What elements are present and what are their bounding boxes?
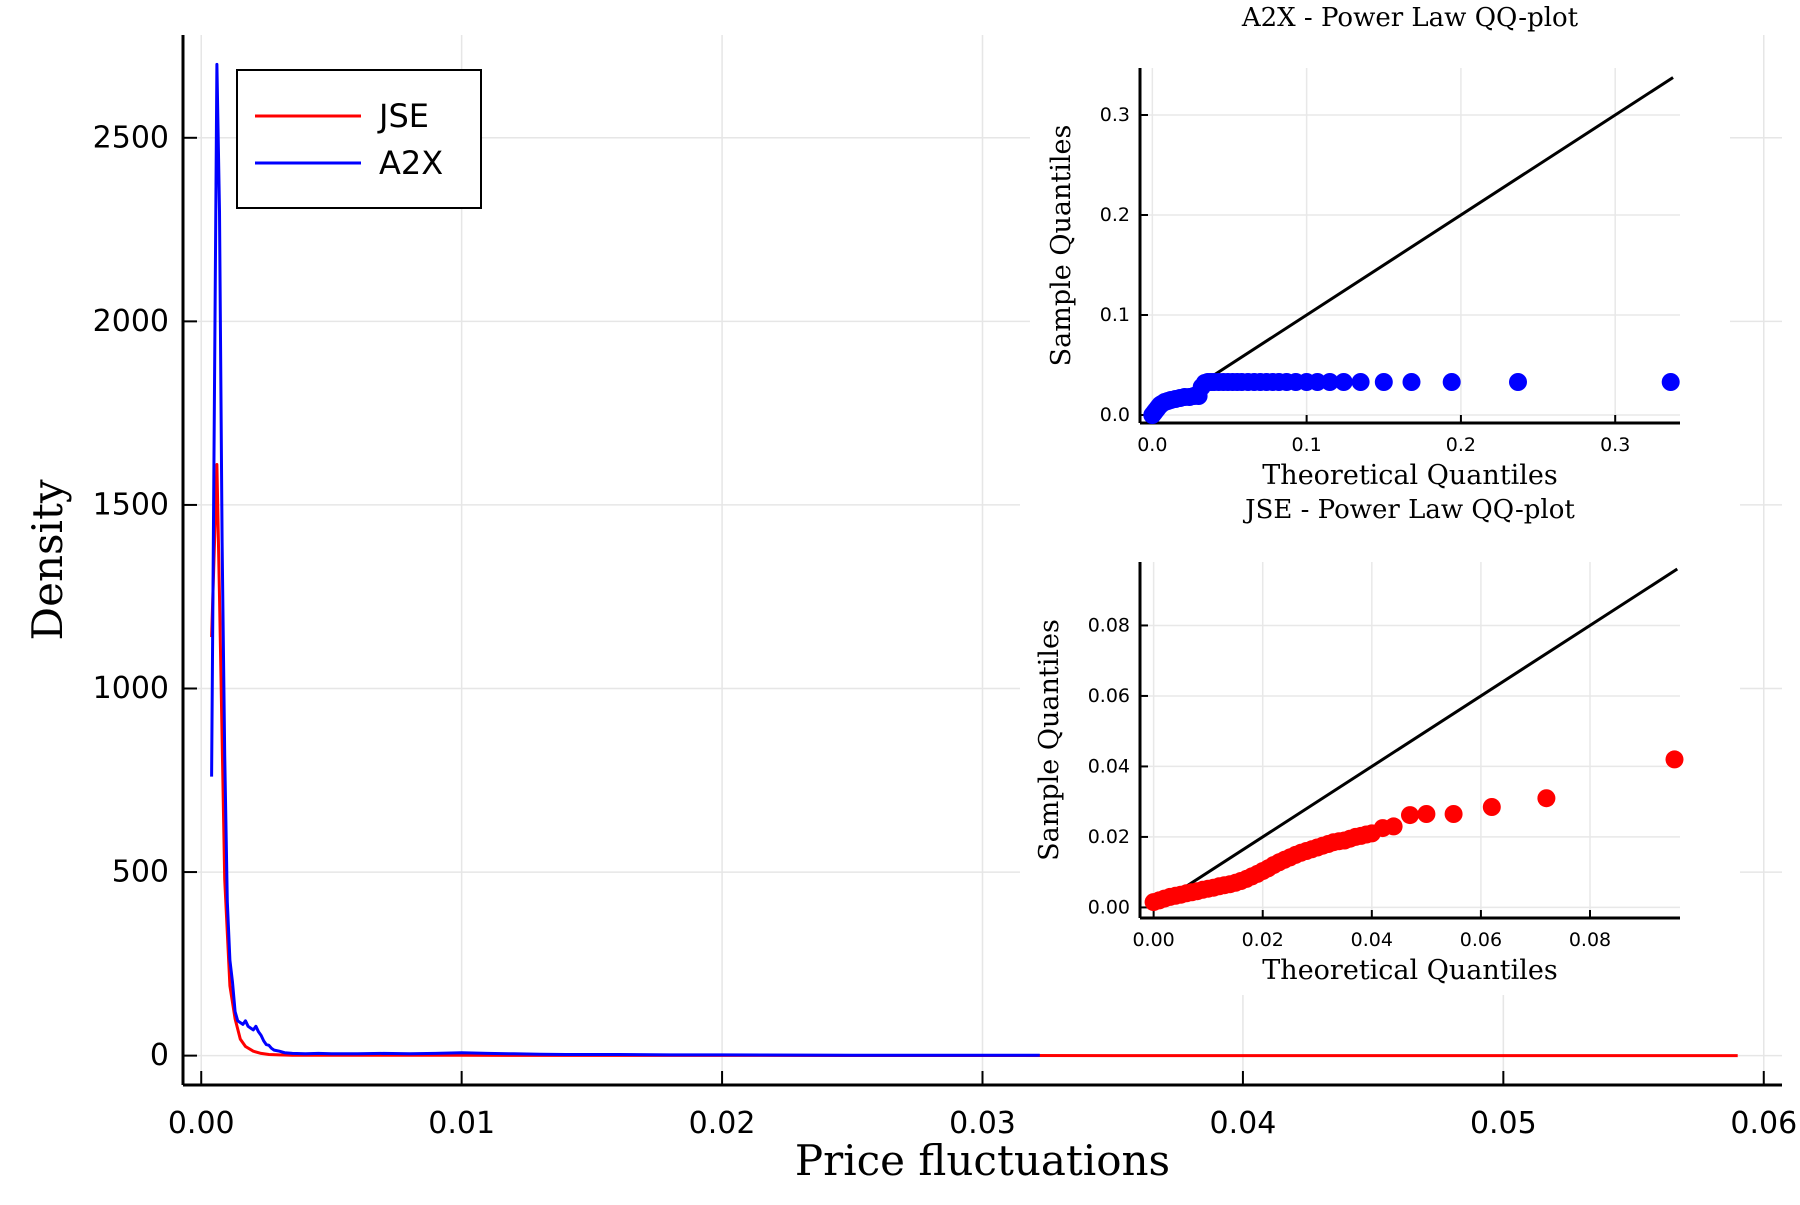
inset-jse-ticks: 0.00 0.02 0.04 0.06 0.08 0.00 0.02 0.04 0.06 0.08 xyxy=(1088,614,1611,951)
inset-jse-y-axis-title: Sample Quantiles xyxy=(1034,619,1065,861)
inset2-point-46 xyxy=(1482,798,1501,816)
inset1-point-44 xyxy=(1661,373,1680,391)
inset2-x-tick-label-2: 0.04 xyxy=(1351,929,1393,951)
main-x-tick-label-2: 0.02 xyxy=(689,1106,756,1141)
inset1-x-tick-label-2: 0.2 xyxy=(1446,434,1476,456)
main-y-tick-label-2: 1000 xyxy=(93,671,169,706)
main-y-tick-label-3: 1500 xyxy=(93,487,169,522)
inset2-y-tick-label-2: 0.04 xyxy=(1088,755,1130,777)
inset1-point-39 xyxy=(1351,373,1370,391)
main-y-tick-label-4: 2000 xyxy=(93,304,169,339)
inset1-x-tick-label-1: 0.1 xyxy=(1292,434,1322,456)
inset1-point-36 xyxy=(1308,373,1327,391)
inset-a2x-grid xyxy=(1140,68,1680,423)
inset-a2x-axes xyxy=(1138,68,1680,425)
main-series xyxy=(210,62,1738,1058)
main-y-tick-label-0: 0 xyxy=(150,1038,169,1073)
main-x-axis-title: Price fluctuations xyxy=(795,1136,1170,1185)
legend-label-jse: JSE xyxy=(377,97,429,135)
inset-jse-points xyxy=(1144,750,1684,912)
main-ticks: 0.00 0.01 0.02 0.03 0.04 0.05 0.06 0 500 1000 1500… xyxy=(93,120,1798,1141)
inset1-x-tick-label-3: 0.3 xyxy=(1600,434,1630,456)
legend: JSE A2X xyxy=(236,69,482,209)
inset2-y-tick-label-1: 0.02 xyxy=(1088,826,1130,848)
inset1-x-tick-label-0: 0.0 xyxy=(1137,434,1167,456)
inset-a2x-y-axis-title: Sample Quantiles xyxy=(1046,125,1077,367)
inset1-point-37 xyxy=(1320,373,1339,391)
inset1-y-tick-label-0: 0.0 xyxy=(1100,404,1130,426)
series-line-a2x xyxy=(210,62,1040,1057)
inset2-x-tick-label-4: 0.08 xyxy=(1569,929,1611,951)
inset-a2x-qq-plot: 0.0 0.1 0.2 0.3 0.0 0.1 0.2 0.3 A2X - Power Law… xyxy=(1030,0,1730,500)
inset2-x-tick-label-0: 0.00 xyxy=(1132,929,1174,951)
inset2-point-48 xyxy=(1665,750,1684,769)
inset-jse-title: JSE - Power Law QQ-plot xyxy=(1242,495,1575,525)
inset-a2x-title: A2X - Power Law QQ-plot xyxy=(1241,3,1579,33)
inset-jse-grid xyxy=(1140,562,1680,918)
inset2-x-tick-label-3: 0.06 xyxy=(1460,929,1502,951)
inset1-y-tick-label-1: 0.1 xyxy=(1100,304,1130,326)
inset2-y-tick-label-0: 0.00 xyxy=(1088,896,1130,918)
inset-jse-reference-line xyxy=(1152,567,1679,909)
legend-box xyxy=(236,69,482,209)
inset1-y-tick-label-3: 0.3 xyxy=(1100,104,1130,126)
inset-jse-qq-plot: 0.00 0.02 0.04 0.06 0.08 0.00 0.02 0.04 0.06 0.08… xyxy=(1020,490,1740,995)
inset2-y-tick-label-3: 0.06 xyxy=(1088,685,1130,707)
main-y-axis-title: Density xyxy=(23,479,72,640)
inset1-point-41 xyxy=(1402,373,1421,391)
main-x-tick-label-3: 0.03 xyxy=(949,1106,1016,1141)
inset2-y-tick-label-4: 0.08 xyxy=(1088,614,1130,636)
main-x-tick-label-5: 0.05 xyxy=(1470,1106,1537,1141)
inset-a2x-reference-line xyxy=(1151,76,1674,417)
inset2-point-44 xyxy=(1417,805,1436,823)
inset2-point-47 xyxy=(1537,789,1556,808)
inset1-point-42 xyxy=(1442,373,1461,391)
inset1-y-tick-label-2: 0.2 xyxy=(1100,204,1130,226)
inset2-point-45 xyxy=(1444,805,1463,823)
inset2-point-42 xyxy=(1384,817,1403,836)
inset1-point-38 xyxy=(1334,373,1353,391)
main-y-tick-label-1: 500 xyxy=(112,855,169,890)
main-x-tick-label-4: 0.04 xyxy=(1210,1106,1277,1141)
inset-a2x-x-axis-title: Theoretical Quantiles xyxy=(1262,460,1557,491)
main-x-tick-label-6: 0.06 xyxy=(1730,1106,1797,1141)
inset-jse-x-axis-title: Theoretical Quantiles xyxy=(1262,955,1557,986)
legend-label-a2x: A2X xyxy=(379,144,443,182)
inset-a2x-background xyxy=(1030,0,1730,500)
inset1-point-43 xyxy=(1509,373,1527,391)
inset2-point-43 xyxy=(1401,806,1419,825)
main-x-tick-label-1: 0.01 xyxy=(428,1106,495,1141)
inset1-point-40 xyxy=(1374,373,1393,391)
inset2-x-tick-label-1: 0.02 xyxy=(1242,929,1284,951)
main-y-tick-label-5: 2500 xyxy=(93,120,169,155)
inset-a2x-points xyxy=(1143,373,1680,424)
main-x-tick-label-0: 0.00 xyxy=(168,1106,235,1141)
inset-a2x-ticks: 0.0 0.1 0.2 0.3 0.0 0.1 0.2 0.3 xyxy=(1100,104,1631,456)
